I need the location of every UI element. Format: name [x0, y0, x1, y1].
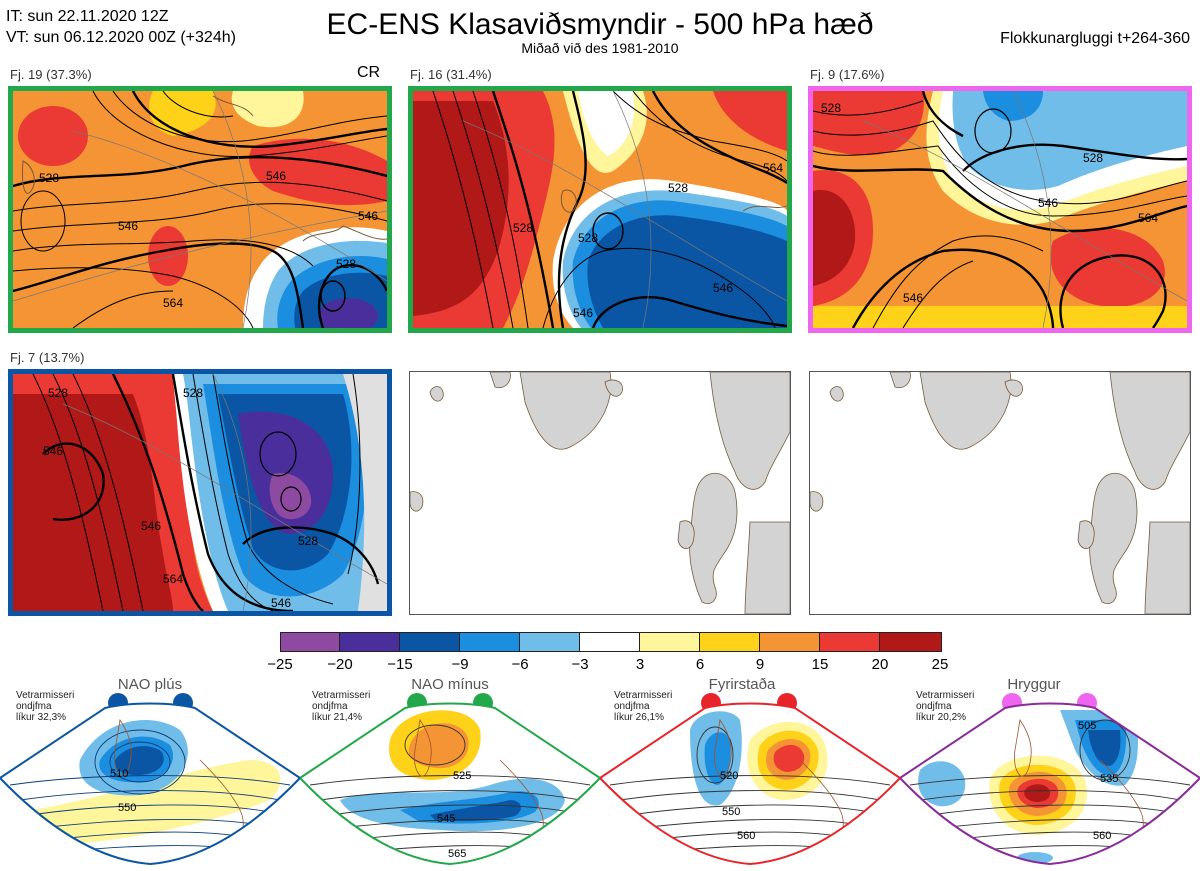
contour-label: 546: [271, 596, 292, 610]
panel-4-label: Fj. 7 (13.7%): [10, 350, 85, 365]
note-line: líkur 32,3%: [16, 712, 67, 723]
contour-label: 528: [1083, 151, 1104, 165]
cluster-map-7: 528 546 528 546 564 528 546: [8, 369, 392, 616]
colorbar-tick: −9: [451, 656, 469, 673]
panel-3-label: Fj. 9 (17.6%): [810, 67, 885, 82]
colorbar-segment: [820, 632, 880, 652]
note-line: líkur 21,4%: [312, 712, 363, 723]
initial-time: IT: sun 22.11.2020 12Z: [6, 8, 169, 25]
regime-contour-label: 535: [1100, 773, 1119, 785]
colorbar-segment: [400, 632, 460, 652]
panel-1-label: Fj. 19 (37.3%): [10, 67, 92, 82]
contour-label: 564: [1138, 211, 1159, 225]
contour-label: 546: [266, 169, 287, 183]
regime-contour-label: 550: [118, 802, 137, 814]
contour-label: 546: [1038, 196, 1059, 210]
panel-2-label: Fj. 16 (31.4%): [410, 67, 492, 82]
regime-contour-label: 545: [437, 813, 456, 825]
colorbar-tick: 3: [635, 656, 645, 673]
valid-time: VT: sun 06.12.2020 00Z (+324h): [6, 29, 236, 46]
contour-label: 528: [183, 386, 204, 400]
regime-contour-label: 560: [737, 830, 756, 842]
contour-label: 528: [668, 181, 689, 195]
regime-contour-label: 520: [720, 770, 739, 782]
regime-contour-label: 505: [1078, 720, 1097, 732]
colorbar-segment: [880, 632, 942, 652]
note-line: ondjfma: [312, 701, 348, 712]
regime-map-ridge: [900, 702, 1200, 866]
note-line: Vetrarmisseri: [916, 690, 975, 701]
note-line: ondjfma: [614, 701, 650, 712]
contour-label: 528: [48, 386, 69, 400]
note-line: ondjfma: [16, 701, 52, 712]
regime-map-nao-minus: [300, 702, 600, 866]
note-line: líkur 26,1%: [614, 712, 665, 723]
regime-note-nao-minus: Vetrarmisseri ondjfma líkur 21,4%: [312, 690, 370, 723]
contour-label: 528: [298, 534, 319, 548]
colorbar-tick: 15: [811, 656, 829, 673]
colorbar-tick: 9: [755, 656, 765, 673]
regime-map-nao-plus: [0, 702, 300, 866]
regime-contour-label: 510: [110, 768, 129, 780]
contour-label: 546: [573, 306, 594, 320]
cluster-map-9: 528 528 546 564 546: [808, 86, 1192, 333]
contour-label: 528: [513, 221, 534, 235]
regime-contour-label: 560: [1093, 830, 1112, 842]
note-line: Vetrarmisseri: [16, 690, 75, 701]
contour-label: 546: [713, 281, 734, 295]
colorbar-segment: [700, 632, 760, 652]
regime-contour-label: 525: [453, 770, 472, 782]
page-title: EC-ENS Klasaviðsmyndir - 500 hPa hæð: [326, 8, 874, 41]
regime-title-ridge: Hryggur: [1007, 676, 1061, 693]
regime-contour-label: 565: [448, 848, 467, 860]
regime-contour-label: 550: [722, 806, 741, 818]
colorbar-segment: [280, 632, 340, 652]
note-line: ondjfma: [916, 701, 952, 712]
regime-title-nao-minus: NAO mínus: [411, 676, 489, 693]
contour-label: 546: [43, 444, 64, 458]
contour-label: 564: [763, 161, 784, 175]
note-line: Vetrarmisseri: [312, 690, 371, 701]
colorbar-segment: [760, 632, 820, 652]
colorbar-tick: −3: [571, 656, 589, 673]
note-line: líkur 20,2%: [916, 712, 967, 723]
header-info: IT: sun 22.11.2020 12Z VT: sun 06.12.202…: [6, 6, 236, 48]
panel-1-tag: CR: [357, 64, 381, 81]
contour-label: 528: [821, 101, 842, 115]
regime-title-nao-plus: NAO plús: [117, 676, 183, 693]
colorbar-tick: −20: [327, 656, 353, 673]
contour-label: 546: [358, 209, 379, 223]
colorbar-tick: 25: [931, 656, 949, 673]
cluster-map-19: 528 546 546 528 564 546: [8, 86, 392, 333]
contour-label: 528: [336, 257, 357, 271]
classification-window: Flokkunargluggi t+264-360: [1000, 30, 1190, 47]
regime-map-blocking: [600, 702, 900, 866]
regime-title-blocking: Fyrirstaða: [708, 676, 776, 693]
note-line: Vetrarmisseri: [614, 690, 673, 701]
cluster-map-16: 528 528 528 546 546 564: [408, 86, 792, 333]
regime-note-blocking: Vetrarmisseri ondjfma líkur 26,1%: [614, 690, 672, 723]
colorbar-segment: [340, 632, 400, 652]
contour-label: 546: [118, 219, 139, 233]
contour-label: 564: [163, 572, 184, 586]
colorbar-tick: −6: [511, 656, 529, 673]
colorbar-segment: [640, 632, 700, 652]
colorbar-tick: −15: [387, 656, 413, 673]
page-subtitle: Miðað við des 1981-2010: [521, 40, 679, 56]
colorbar-segment: [460, 632, 520, 652]
colorbar-segment: [520, 632, 580, 652]
contour-label: 546: [903, 291, 924, 305]
colorbar-tick: −25: [267, 656, 293, 673]
regime-note-ridge: Vetrarmisseri ondjfma líkur 20,2%: [916, 690, 974, 723]
contour-label: 546: [141, 519, 162, 533]
contour-label: 528: [578, 231, 599, 245]
empty-map-5: [409, 371, 791, 615]
contour-label: 528: [39, 171, 60, 185]
colorbar-tick: 6: [695, 656, 705, 673]
colorbar-tick: 20: [871, 656, 889, 673]
colorbar-segment: [580, 632, 640, 652]
contour-label: 564: [163, 296, 184, 310]
regime-note-nao-plus: Vetrarmisseri ondjfma líkur 32,3%: [16, 690, 74, 723]
empty-map-6: [809, 371, 1191, 615]
